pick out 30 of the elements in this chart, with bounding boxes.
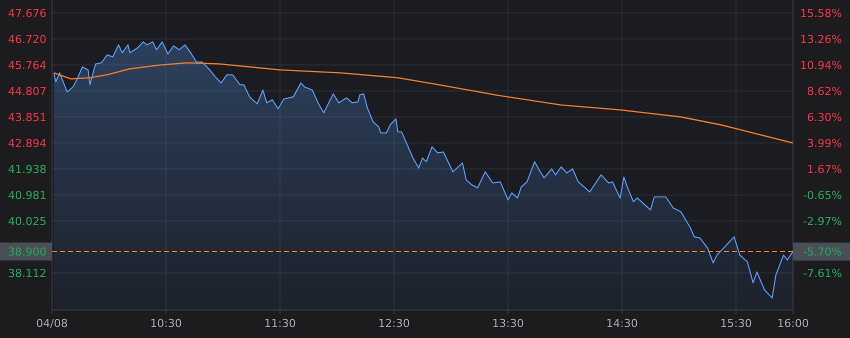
x-tick-label: 13:30 <box>492 317 524 330</box>
x-tick-label: 15:30 <box>720 317 752 330</box>
x-tick-label: 12:30 <box>378 317 410 330</box>
y-tick-label: 45.764 <box>8 58 46 72</box>
y-tick-label: 46.720 <box>8 32 46 46</box>
y2-tick-label: -0.65% <box>803 188 842 202</box>
y-tick-label: 43.851 <box>8 110 46 124</box>
y2-tick-label: -5.70% <box>803 246 842 259</box>
y-tick-label: 41.938 <box>8 162 46 176</box>
ref-line-label: 38.900 <box>8 246 46 259</box>
x-tick-label: 11:30 <box>264 317 296 330</box>
x-tick-label: 16:00 <box>777 317 809 330</box>
y-tick-label: 40.025 <box>8 214 46 228</box>
y2-tick-label: -7.61% <box>803 267 842 280</box>
y2-tick-label: 3.99% <box>807 136 842 150</box>
x-tick-label: 14:30 <box>606 317 638 330</box>
y2-tick-label: 8.62% <box>807 85 842 98</box>
y2-tick-label: 15.58% <box>800 7 842 20</box>
y2-tick-label: 6.30% <box>807 111 842 124</box>
y2-tick-label: 1.67% <box>807 162 842 176</box>
x-tick-label: 04/08 <box>36 317 68 330</box>
y-tick-label: 44.807 <box>8 84 46 98</box>
y2-tick-label: 13.26% <box>800 33 842 46</box>
x-tick-label: 10:30 <box>150 317 182 330</box>
y-tick-label: 40.981 <box>8 188 46 202</box>
y2-tick-label: -2.97% <box>803 214 842 228</box>
y-tick-label: 42.894 <box>8 136 46 150</box>
y-tick-label: 38.112 <box>8 266 46 280</box>
y2-tick-label: 10.94% <box>800 59 842 72</box>
y-tick-label: 47.676 <box>8 6 46 20</box>
